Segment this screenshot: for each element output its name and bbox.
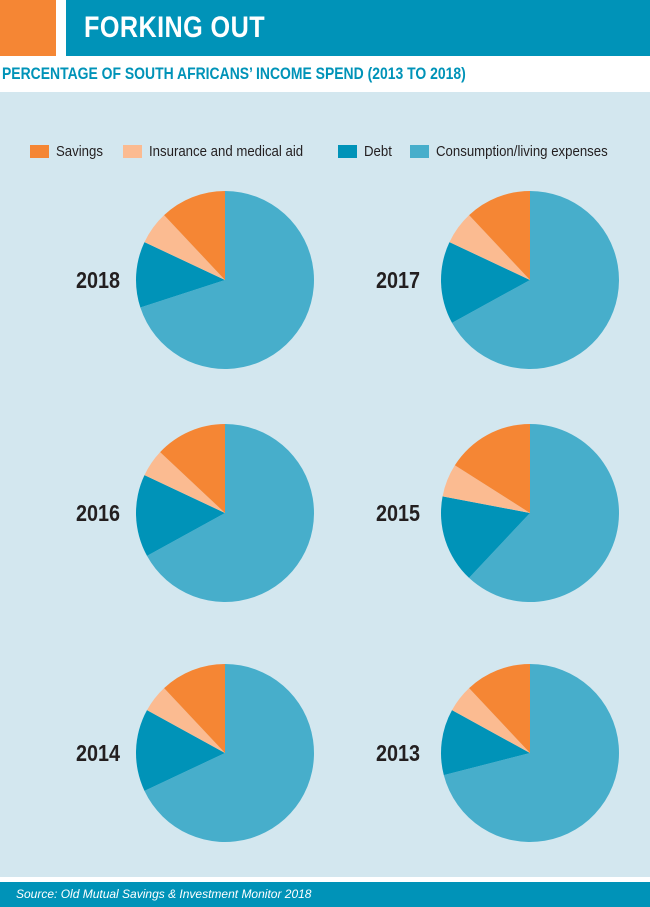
legend-item-insurance: Insurance and medical aid: [123, 143, 324, 160]
legend-swatch-debt: [338, 144, 358, 158]
pie-slice-2018-consumption: [140, 191, 315, 369]
pie-year-label-2016: 2016: [76, 501, 120, 527]
pie-slice-2018-insurance: [144, 215, 225, 280]
pie-slice-2018-debt: [136, 242, 225, 308]
pie-year-label-2014: 2014: [76, 741, 120, 767]
legend-label-consumption: Consumption/living expenses: [436, 142, 608, 160]
legend-item-savings: Savings: [30, 143, 109, 160]
pie-year-label-2017: 2017: [376, 268, 420, 294]
pie-slice-2017-consumption: [452, 191, 619, 369]
pie-slice-2015-debt: [441, 496, 530, 578]
pie-slice-2017-savings: [469, 191, 530, 280]
pie-year-label-2013: 2013: [376, 741, 420, 767]
legend-swatch-savings: [30, 144, 49, 158]
header-accent-square: [0, 0, 56, 56]
legend-label-insurance: Insurance and medical aid: [149, 142, 304, 160]
pie-2013: [441, 664, 620, 842]
pie-charts: 2018 2017 2016 2015 2014 2013: [76, 191, 620, 843]
pie-slice-2014-insurance: [147, 688, 225, 753]
pie-year-label-2015: 2015: [376, 501, 420, 527]
legend-label-debt: Debt: [364, 142, 393, 160]
header-bar: FORKING OUT: [66, 0, 650, 56]
pie-2018: [136, 191, 315, 369]
legend-label-savings: Savings: [56, 142, 103, 160]
pie-slice-2017-insurance: [449, 215, 530, 280]
pie-slice-2016-savings: [160, 424, 225, 513]
legend-item-debt: Debt: [338, 143, 396, 160]
pie-slice-2015-savings: [454, 424, 530, 513]
source-note: Source: Old Mutual Savings & Investment …: [16, 887, 312, 901]
pie-slice-2014-debt: [136, 710, 225, 791]
pie-2017: [441, 191, 619, 369]
pie-slice-2014-consumption: [144, 664, 315, 843]
pie-slice-2017-debt: [441, 242, 530, 323]
pie-2014: [136, 664, 315, 843]
pie-slice-2015-consumption: [469, 424, 620, 602]
legend: Savings Insurance and medical aid Debt C…: [30, 141, 645, 161]
pie-slice-2013-consumption: [443, 664, 620, 842]
pie-slice-2016-consumption: [147, 424, 314, 602]
legend-item-consumption: Consumption/living expenses: [410, 143, 631, 160]
pie-slice-2018-savings: [164, 191, 225, 280]
legend-swatch-insurance: [123, 144, 143, 158]
pie-2015: [441, 424, 620, 602]
pie-slice-2016-insurance: [144, 452, 225, 513]
pie-slice-2016-debt: [136, 475, 225, 556]
pie-slice-2013-debt: [441, 710, 530, 776]
pie-slice-2013-insurance: [452, 688, 530, 753]
chart-title: PERCENTAGE OF SOUTH AFRICANS’ INCOME SPE…: [2, 64, 466, 83]
footer-bar: Source: Old Mutual Savings & Investment …: [0, 882, 650, 907]
chart-panel: Savings Insurance and medical aid Debt C…: [0, 92, 650, 877]
pie-slice-2014-savings: [164, 664, 225, 753]
pie-slice-2013-savings: [469, 664, 530, 753]
pie-slice-2015-insurance: [442, 465, 530, 513]
pie-2016: [136, 424, 314, 602]
page-title: FORKING OUT: [84, 11, 266, 44]
pie-year-label-2018: 2018: [76, 268, 120, 294]
legend-swatch-consumption: [410, 144, 430, 158]
